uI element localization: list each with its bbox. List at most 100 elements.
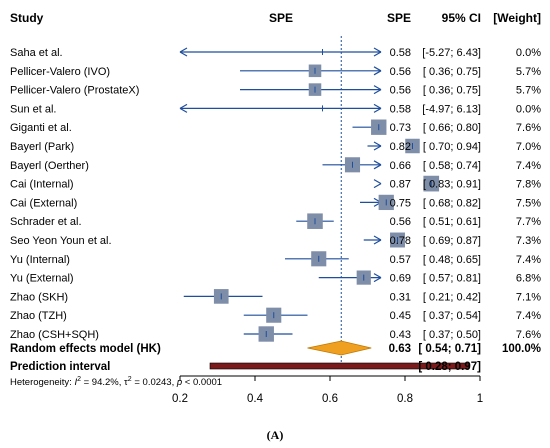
study-row: Yu (Internal) 0.57 [ 0.48; 0.65] 7.4% <box>10 251 541 267</box>
weight-value: 7.4% <box>516 254 541 266</box>
pooled-diamond <box>307 340 372 356</box>
pooled-weight: 100.0% <box>502 343 541 355</box>
ci-arrow-right <box>373 141 382 151</box>
ci-value: [ 0.48; 0.65] <box>423 254 481 266</box>
study-name: Cai (External) <box>10 197 77 209</box>
ci-value: [ 0.58; 0.74] <box>423 160 481 172</box>
weight-value: 0.0% <box>516 47 541 59</box>
weight-value: 7.6% <box>516 122 541 134</box>
study-name: Seo Yeon Youn et al. <box>10 235 112 247</box>
estimate-value: 0.56 <box>390 216 411 228</box>
study-row: Zhao (SKH) 0.31 [ 0.21; 0.42] 7.1% <box>10 289 541 304</box>
ci-value: [ 0.69; 0.87] <box>423 235 481 247</box>
ci-value: [ 0.57; 0.81] <box>423 273 481 285</box>
weight-value: 7.4% <box>516 310 541 322</box>
weight-value: 7.7% <box>516 216 541 228</box>
header-ci: 95% CI <box>442 11 481 25</box>
prediction-bar <box>209 362 470 370</box>
weight-value: 7.8% <box>516 179 541 191</box>
pooled-ci: [ 0.54; 0.71] <box>418 343 481 355</box>
estimate-value: 0.82 <box>390 141 411 153</box>
study-name: Giganti et al. <box>10 122 72 134</box>
ci-arrow-right <box>373 47 382 57</box>
study-row: Giganti et al. 0.73 [ 0.66; 0.80] 7.6% <box>10 119 541 135</box>
weight-value: 5.7% <box>516 85 541 97</box>
study-row: Zhao (TZH) 0.45 [ 0.37; 0.54] 7.4% <box>10 307 541 323</box>
estimate-value: 0.58 <box>390 47 411 59</box>
study-name: Pellicer-Valero (ProstateX) <box>10 85 139 97</box>
prediction-label: Prediction interval <box>10 361 110 373</box>
estimate-value: 0.73 <box>390 122 411 134</box>
study-name: Zhao (SKH) <box>10 291 68 303</box>
estimate-value: 0.43 <box>390 329 411 341</box>
weight-value: 7.1% <box>516 291 541 303</box>
ci-value: [ 0.68; 0.82] <box>423 197 481 209</box>
header-estimate: SPE <box>387 11 411 25</box>
ci-arrow-right <box>373 273 382 283</box>
ci-value: [ 0.21; 0.42] <box>423 291 481 303</box>
weight-value: 7.6% <box>516 329 541 341</box>
summary-rows: Random effects model (HK) 0.63 [ 0.54; 0.7… <box>10 340 541 373</box>
study-row: Bayerl (Park) 0.82 [ 0.70; 0.94] 7.0% <box>10 138 541 154</box>
study-row: Saha et al. 0.58 [-5.27; 6.43] 0.0% <box>10 47 541 59</box>
ci-arrow-left <box>179 47 188 57</box>
study-row: Pellicer-Valero (IVO) 0.56 [ 0.36; 0.75] 5.… <box>10 64 541 78</box>
ci-value: [-4.97; 6.13] <box>422 103 481 115</box>
x-tick-label: 1 <box>477 393 483 405</box>
estimate-value: 0.57 <box>390 254 411 266</box>
study-row: Cai (External) 0.75 [ 0.68; 0.82] 7.5% <box>10 194 541 211</box>
ci-value: [ 0.37; 0.54] <box>423 310 481 322</box>
ci-arrow-right <box>373 235 382 245</box>
study-row: Bayerl (Oerther) 0.66 [ 0.58; 0.74] 7.4% <box>10 157 541 173</box>
ci-value: [ 0.37; 0.50] <box>423 329 481 341</box>
estimate-value: 0.87 <box>390 179 411 191</box>
study-name: Yu (Internal) <box>10 254 70 266</box>
weight-value: 7.0% <box>516 141 541 153</box>
weight-value: 5.7% <box>516 66 541 78</box>
ci-value: [-5.27; 6.43] <box>422 47 481 59</box>
weight-value: 0.0% <box>516 103 541 115</box>
figure-caption: (A) <box>266 428 284 442</box>
estimate-value: 0.75 <box>390 197 411 209</box>
estimate-value: 0.66 <box>390 160 411 172</box>
estimate-value: 0.56 <box>390 85 411 97</box>
study-name: Bayerl (Oerther) <box>10 160 89 172</box>
ci-value: [ 0.70; 0.94] <box>423 141 481 153</box>
header-weight: [Weight] <box>493 11 541 25</box>
x-tick-label: 0.8 <box>397 393 413 405</box>
x-tick-label: 0.6 <box>322 393 338 405</box>
ci-arrow-right <box>373 103 382 113</box>
pooled-label: Random effects model (HK) <box>10 343 161 355</box>
study-row: Cai (Internal) 0.87 [ 0.83; 0.91] 7.8% <box>10 175 541 192</box>
estimate-value: 0.45 <box>390 310 411 322</box>
estimate-value: 0.56 <box>390 66 411 78</box>
study-row: Zhao (CSH+SQH) 0.43 [ 0.37; 0.50] 7.6% <box>10 326 541 342</box>
ci-value: [ 0.36; 0.75] <box>423 85 481 97</box>
ci-value: [ 0.51; 0.61] <box>423 216 481 228</box>
study-row: Yu (External) 0.69 [ 0.57; 0.81] 6.8% <box>10 270 541 285</box>
forest-plot: Study SPE SPE 95% CI [Weight] Saha et al… <box>10 11 541 405</box>
study-name: Saha et al. <box>10 47 63 59</box>
study-name: Schrader et al. <box>10 216 82 228</box>
study-name: Pellicer-Valero (IVO) <box>10 66 110 78</box>
header-plot-title: SPE <box>269 11 293 25</box>
study-row: Sun et al. 0.58 [-4.97; 6.13] 0.0% <box>10 103 541 115</box>
x-tick-label: 0.4 <box>247 393 264 405</box>
ci-value: [ 0.83; 0.91] <box>423 179 481 191</box>
estimate-value: 0.58 <box>390 103 411 115</box>
prediction-ci: [ 0.28; 0.97] <box>418 361 481 373</box>
study-name: Bayerl (Park) <box>10 141 74 153</box>
ci-value: [ 0.36; 0.75] <box>423 66 481 78</box>
estimate-value: 0.69 <box>390 273 411 285</box>
study-name: Sun et al. <box>10 103 56 115</box>
study-rows: Saha et al. 0.58 [-5.27; 6.43] 0.0% Pellicer… <box>10 47 541 342</box>
study-name: Zhao (CSH+SQH) <box>10 329 99 341</box>
ci-arrow-right <box>373 66 382 76</box>
ci-arrow-right <box>373 160 382 170</box>
study-row: Pellicer-Valero (ProstateX) 0.56 [ 0.36; 0… <box>10 83 541 97</box>
weight-value: 6.8% <box>516 273 541 285</box>
weight-value: 7.3% <box>516 235 541 247</box>
heterogeneity-text: Heterogeneity: I2 = 94.2%, τ2 = 0.0243, … <box>10 376 222 388</box>
header-study: Study <box>10 11 44 25</box>
ci-arrow-right <box>373 85 382 95</box>
